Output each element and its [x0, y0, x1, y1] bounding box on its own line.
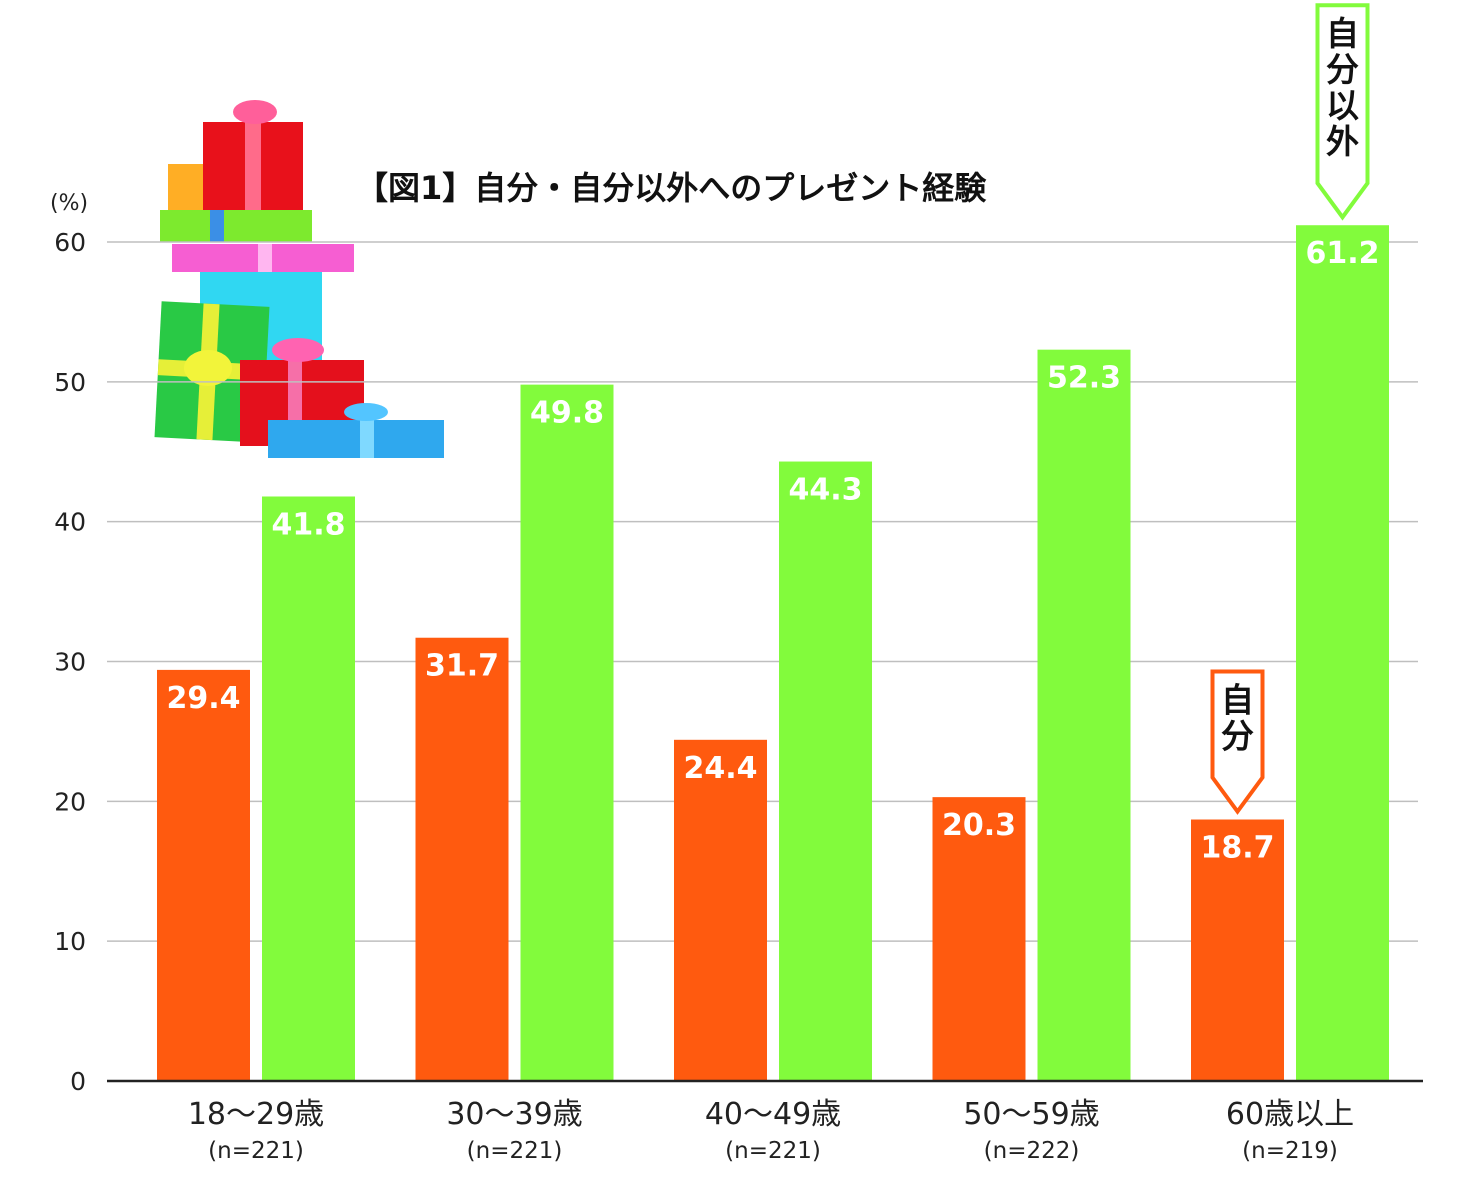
y-axis-unit-label: (%) — [50, 191, 88, 216]
x-category-label: 50～59歳 — [963, 1097, 1099, 1132]
bar-others — [1037, 349, 1131, 1082]
x-sample-size-label: (n=221) — [725, 1138, 821, 1164]
data-label: 24.4 — [683, 751, 757, 786]
bar-self — [157, 669, 250, 1081]
callout-label-char: 外 — [1326, 122, 1359, 161]
bar-self — [674, 739, 767, 1081]
y-tick-label: 20 — [54, 787, 86, 816]
value-labels: 29.4 41.8 31.7 49.8 24.4 44.3 20.3 52.3 18.7 61.2 — [166, 236, 1379, 865]
data-label: 49.8 — [530, 396, 604, 431]
x-category-label: 30～39歳 — [446, 1097, 582, 1132]
bars — [157, 225, 1389, 1082]
data-label: 41.8 — [271, 507, 345, 542]
callout-label-char: 以 — [1326, 86, 1359, 125]
chart-title: 【図1】自分・自分以外へのプレゼント経験 — [356, 169, 987, 207]
x-sample-size-label: (n=222) — [984, 1138, 1080, 1164]
data-label: 20.3 — [942, 808, 1016, 843]
y-tick-label: 40 — [54, 508, 86, 537]
y-tick-label: 10 — [54, 927, 86, 956]
x-category-label: 60歳以上 — [1226, 1097, 1354, 1132]
y-tick-label: 0 — [70, 1067, 86, 1096]
bar-self — [415, 637, 509, 1081]
y-tick-label: 50 — [54, 368, 86, 397]
data-label: 31.7 — [425, 649, 499, 684]
callout-label-char: 分 — [1221, 717, 1254, 756]
gift-boxes-illustration — [154, 100, 444, 458]
data-label: 44.3 — [788, 473, 862, 508]
bar-others — [520, 384, 614, 1081]
bar-others — [1296, 225, 1389, 1082]
x-sample-size-label: (n=219) — [1242, 1138, 1338, 1164]
bar-others — [779, 461, 872, 1081]
callout-box-self — [1210, 669, 1265, 815]
y-tick-label: 30 — [54, 648, 86, 677]
bar-others — [262, 496, 355, 1081]
callout-label-char: 分 — [1326, 50, 1359, 89]
x-category-label: 40～49歳 — [705, 1097, 841, 1132]
bar-self — [1191, 819, 1284, 1081]
data-label: 61.2 — [1305, 236, 1379, 271]
bar-self — [932, 797, 1026, 1081]
data-label: 18.7 — [1200, 831, 1274, 866]
callout-label-char: 自 — [1221, 681, 1254, 720]
data-label: 52.3 — [1047, 361, 1121, 396]
y-axis-ticks: 0 10 20 30 40 50 60 — [54, 228, 86, 1096]
x-axis-labels: 18～29歳 (n=221) 30～39歳 (n=221) 40～49歳 (n=221) 5… — [188, 1097, 1354, 1164]
callout-box-others — [1315, 3, 1370, 221]
data-label: 29.4 — [166, 681, 240, 716]
x-category-label: 18～29歳 — [188, 1097, 324, 1132]
x-sample-size-label: (n=221) — [208, 1138, 304, 1164]
x-sample-size-label: (n=221) — [467, 1138, 563, 1164]
callout-label-char: 自 — [1326, 14, 1359, 53]
y-tick-label: 60 — [54, 228, 86, 257]
